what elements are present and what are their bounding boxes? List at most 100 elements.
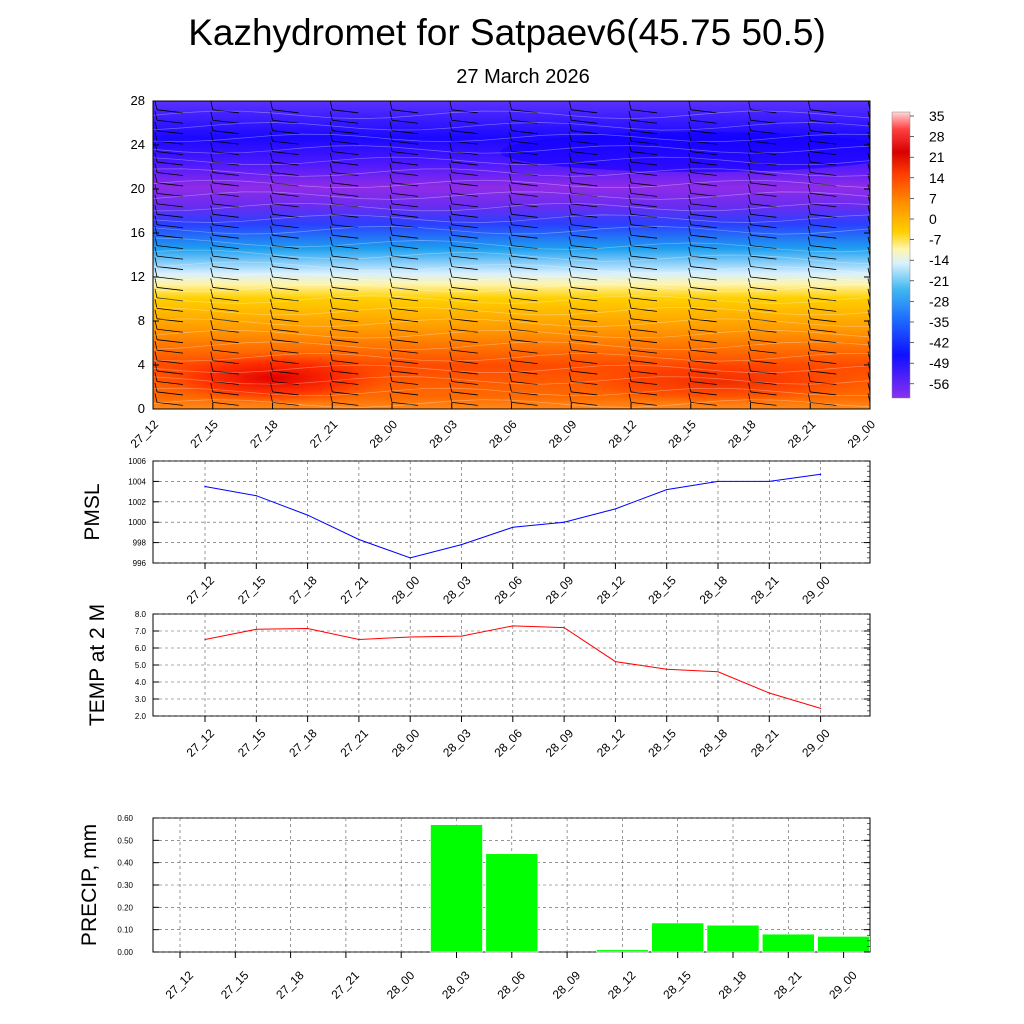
wind-barb-feather xyxy=(568,194,572,204)
wind-barb xyxy=(750,391,777,396)
wind-barb-feather xyxy=(807,309,811,319)
wind-barb xyxy=(212,130,239,135)
pmsl-point xyxy=(563,521,565,523)
wind-barb-feather xyxy=(389,351,393,361)
wind-barb-feather xyxy=(154,236,158,246)
wind-barb-feather xyxy=(449,288,453,298)
precip-ytick-label: 0.30 xyxy=(117,881,133,890)
wind-barb-feather xyxy=(389,236,393,246)
wind-barb xyxy=(690,245,717,250)
wind-barb xyxy=(156,287,184,291)
wind-barb-feather xyxy=(389,372,393,382)
wind-barb-feather xyxy=(807,382,811,393)
heatmap-contour-line xyxy=(153,318,870,327)
wind-barb-feather xyxy=(389,132,393,142)
wind-barb xyxy=(272,161,299,166)
wind-barb-feather xyxy=(329,111,333,121)
wind-barb xyxy=(511,318,538,323)
wind-barb xyxy=(156,276,184,281)
wind-barb-feather xyxy=(449,194,453,204)
wind-barb-feather xyxy=(329,132,333,142)
heatmap-contour-line xyxy=(153,214,870,223)
heatmap-contour-line xyxy=(153,399,870,408)
wind-barb xyxy=(212,318,239,323)
colorbar-label: -7 xyxy=(929,232,942,248)
wind-barb xyxy=(451,360,478,364)
heatmap-hot-core xyxy=(155,352,395,404)
wind-barb-feather xyxy=(270,393,273,403)
heatmap-xtick-label: 27_21 xyxy=(307,417,341,451)
wind-barb xyxy=(571,360,598,364)
wind-barb-feather xyxy=(154,330,158,340)
wind-barb xyxy=(690,140,717,145)
wind-barb-feather xyxy=(748,142,751,152)
wind-barb xyxy=(272,339,299,344)
wind-barb xyxy=(272,276,299,281)
wind-barb-feather xyxy=(628,132,632,142)
wind-barb-feather xyxy=(270,163,273,173)
colorbar-label: 7 xyxy=(929,190,937,206)
precip-xtick-label: 28_00 xyxy=(384,968,418,1002)
wind-barb-feather xyxy=(628,341,632,351)
wind-barb-feather xyxy=(807,330,811,340)
wind-barb xyxy=(810,119,837,124)
wind-barb xyxy=(272,130,299,135)
heatmap-xtick-label: 27_18 xyxy=(247,417,281,451)
wind-barb-feather xyxy=(509,184,512,194)
wind-barb xyxy=(212,307,239,312)
wind-barb-feather xyxy=(688,351,692,361)
temp-ytick-label: 8.0 xyxy=(135,610,147,619)
wind-barb-feather xyxy=(688,330,692,340)
pmsl-ytick-label: 996 xyxy=(133,559,147,568)
wind-barb xyxy=(571,339,598,344)
temp-ytick-label: 3.0 xyxy=(135,695,147,704)
heatmap-ytick-label: 0 xyxy=(138,401,145,416)
wind-barb-feather xyxy=(509,309,512,319)
wind-barb-feather xyxy=(154,194,158,204)
wind-barb-feather xyxy=(688,121,692,131)
wind-barb-feather xyxy=(389,163,393,173)
wind-barb-feather xyxy=(628,173,632,184)
wind-barb xyxy=(212,328,239,333)
wind-barb xyxy=(212,402,239,406)
wind-barb-feather xyxy=(329,320,333,330)
wind-barb xyxy=(630,349,658,354)
wind-barb-feather xyxy=(628,372,632,382)
heatmap-contour-line xyxy=(153,283,870,293)
pmsl-xtick-label: 29_00 xyxy=(799,573,833,607)
wind-barb xyxy=(750,234,777,239)
wind-barb xyxy=(810,391,837,396)
temp-xtick-label: 28_03 xyxy=(440,726,474,760)
wind-barb xyxy=(332,161,359,166)
heatmap-contour-line xyxy=(153,261,870,274)
wind-barb xyxy=(391,339,419,344)
heatmap-xtick-label: 28_03 xyxy=(426,417,460,451)
wind-barb-feather xyxy=(154,351,158,361)
wind-barb-feather xyxy=(329,351,333,361)
wind-barb-feather xyxy=(628,267,632,278)
temp-xtick-label: 28_21 xyxy=(748,726,782,760)
wind-barb xyxy=(156,349,184,354)
wind-barb-feather xyxy=(688,320,692,330)
wind-barb-feather xyxy=(688,111,692,121)
wind-barb-feather xyxy=(449,205,453,215)
wind-barb xyxy=(511,213,538,218)
wind-barb-feather xyxy=(568,101,572,110)
wind-barb xyxy=(630,193,658,197)
temp-points xyxy=(204,625,822,709)
wind-barb xyxy=(750,109,777,114)
wind-barb-feather xyxy=(748,351,751,361)
wind-barb xyxy=(750,213,777,218)
heatmap-ytick-label: 8 xyxy=(138,313,145,328)
wind-barb xyxy=(750,266,777,270)
wind-barb-feather xyxy=(329,215,333,225)
wind-barb xyxy=(630,151,658,155)
wind-barb xyxy=(451,402,478,406)
wind-barb xyxy=(451,224,478,229)
wind-barb xyxy=(156,370,184,375)
wind-barb xyxy=(690,234,717,239)
wind-barb xyxy=(750,255,777,260)
wind-barb xyxy=(332,297,359,302)
wind-barb xyxy=(750,224,777,229)
wind-barb xyxy=(630,234,658,239)
